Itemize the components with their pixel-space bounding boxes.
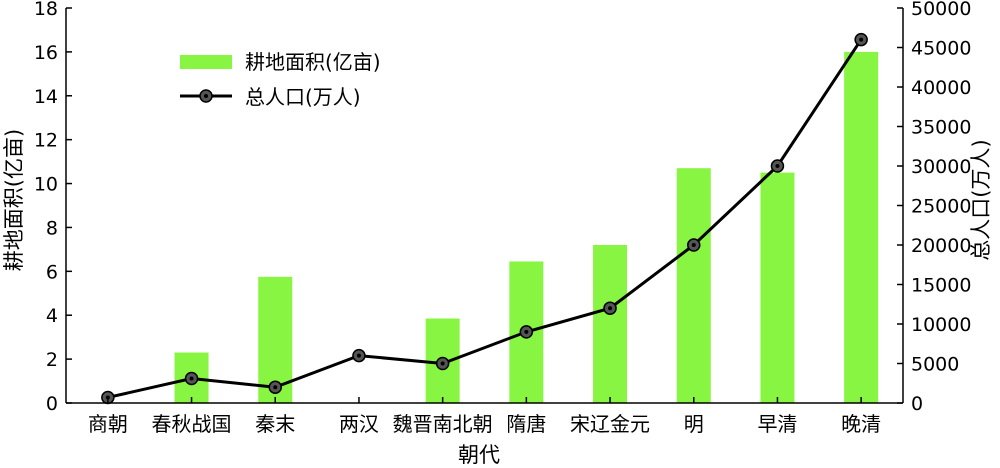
legend: 耕地面积(亿亩) 总人口(万人) — [180, 50, 381, 109]
x-axis-title: 朝代 — [458, 443, 500, 467]
left-tick-label-4: 8 — [46, 217, 58, 239]
bar-7 — [676, 168, 711, 403]
category-label-0: 商朝 — [88, 412, 128, 436]
right-ticks: 0 5000 10000 15000 20000 25000 30000 35000 40000… — [897, 0, 971, 415]
point-dot-4 — [440, 361, 445, 366]
bar-8 — [760, 172, 795, 403]
line-layer — [101, 32, 868, 405]
population-line — [107, 38, 863, 399]
right-tick-label-10: 50000 — [911, 0, 971, 20]
right-tick-label-9: 45000 — [911, 38, 971, 60]
category-label-6: 宋辽金元 — [570, 412, 650, 436]
legend-line-marker-dot — [204, 94, 208, 98]
left-tick-label-3: 6 — [46, 261, 58, 283]
right-tick-label-7: 35000 — [911, 117, 971, 139]
right-tick-label-2: 10000 — [911, 314, 971, 336]
right-tick-label-1: 5000 — [911, 354, 959, 376]
point-dot-6 — [608, 306, 613, 311]
category-label-2: 秦末 — [255, 412, 295, 436]
point-dot-9 — [859, 37, 864, 42]
category-labels: 商朝 春秋战国 秦末 两汉 魏晋南北朝 隋唐 宋辽金元 明 早清 晚清 — [88, 397, 881, 436]
bar-9 — [844, 51, 879, 404]
category-label-7: 明 — [684, 412, 704, 436]
left-tick-label-8: 16 — [34, 42, 58, 64]
point-dot-1 — [189, 376, 194, 381]
left-tick-label-1: 2 — [46, 349, 58, 371]
right-tick-label-4: 20000 — [911, 235, 971, 257]
right-tick-label-6: 30000 — [911, 156, 971, 178]
legend-bar-swatch — [180, 55, 232, 69]
right-tick-label-0: 0 — [911, 393, 923, 415]
category-label-8: 早清 — [757, 412, 797, 436]
left-tick-label-7: 14 — [34, 86, 58, 108]
left-tick-label-5: 10 — [34, 174, 58, 196]
left-tick-label-0: 0 — [46, 393, 58, 415]
point-dot-8 — [775, 164, 780, 168]
point-dot-3 — [356, 353, 361, 358]
bar-6 — [593, 245, 628, 403]
legend-line-label: 总人口(万人) — [245, 85, 361, 109]
category-label-4: 魏晋南北朝 — [393, 412, 493, 436]
category-label-3: 两汉 — [339, 412, 379, 436]
right-tick-label-5: 25000 — [911, 196, 971, 218]
left-ticks: 0 2 4 6 8 10 12 14 16 18 — [34, 0, 72, 415]
right-tick-label-8: 40000 — [911, 77, 971, 99]
category-label-1: 春秋战国 — [152, 412, 232, 436]
category-label-9: 晚清 — [841, 412, 881, 436]
legend-bar-label: 耕地面积(亿亩) — [245, 50, 381, 74]
left-tick-label-2: 4 — [46, 305, 58, 327]
left-tick-label-9: 18 — [34, 0, 58, 20]
left-axis-title: 耕地面积(亿亩) — [2, 129, 26, 271]
point-dot-2 — [273, 385, 278, 390]
category-label-5: 隋唐 — [506, 412, 546, 436]
right-axis-title: 总人口(万人) — [969, 139, 993, 260]
bars-layer — [174, 51, 879, 404]
left-tick-label-6: 12 — [34, 130, 58, 152]
point-dot-7 — [691, 243, 696, 247]
right-tick-label-3: 15000 — [911, 275, 971, 297]
point-dot-5 — [524, 329, 529, 334]
